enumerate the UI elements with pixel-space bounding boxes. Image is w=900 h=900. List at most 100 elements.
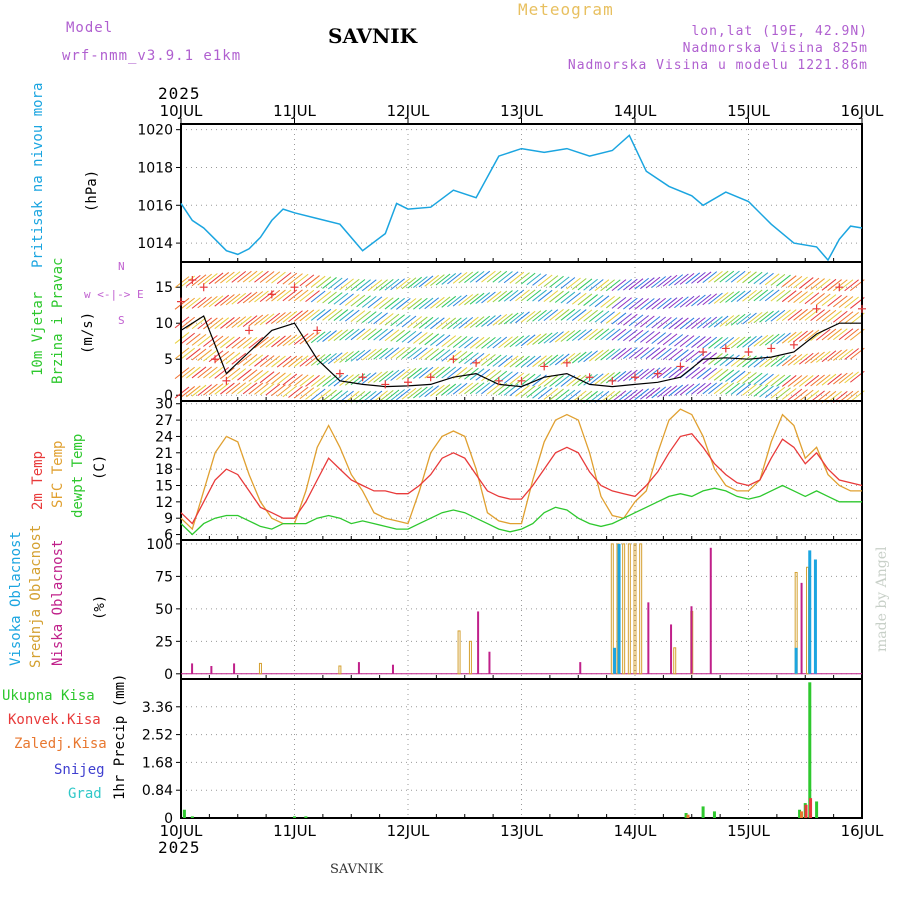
- wind-arrow: [725, 270, 740, 283]
- gust-marker: [426, 373, 435, 382]
- wind-arrow: [753, 373, 769, 386]
- wind-arrow: [713, 353, 729, 366]
- wind-arrow: [691, 317, 706, 330]
- wind-arrow: [322, 375, 337, 387]
- wind-arrow: [486, 354, 502, 367]
- wind-arrow: [725, 382, 740, 395]
- wind-arrow: [781, 388, 797, 400]
- wind-arrow: [554, 276, 570, 289]
- wind-arrow: [611, 390, 627, 403]
- wind-arrow: [668, 334, 684, 346]
- high-cloud-bar: [813, 559, 817, 674]
- wind-arrow: [691, 367, 706, 379]
- wind-arrow: [322, 389, 337, 402]
- wind-arrow: [821, 328, 837, 341]
- y-tick-label: 15: [155, 478, 173, 494]
- wind-arrow: [390, 314, 405, 327]
- mid-cloud-bar: [457, 630, 461, 675]
- wind-arrow: [248, 291, 264, 303]
- wind-arrow: [526, 333, 542, 346]
- gust-marker: [789, 340, 798, 349]
- wind-arrow: [316, 276, 332, 289]
- station-title: SAVNIK: [328, 24, 418, 48]
- wind-arrow: [316, 353, 332, 366]
- wind-arrow: [430, 366, 445, 379]
- total-rain-bar: [182, 809, 186, 818]
- wind-arrow: [203, 349, 218, 362]
- y-tick-label: 0: [164, 667, 173, 683]
- wind-arrow: [356, 349, 371, 362]
- wind-arrow: [747, 271, 763, 284]
- wind-arrow: [832, 372, 848, 385]
- wind-arrow: [265, 355, 281, 368]
- wind-arrow: [515, 311, 530, 324]
- wind-arrow: [390, 347, 405, 359]
- low-cloud-bar: [391, 664, 394, 674]
- wind-arrow: [549, 309, 564, 321]
- wind-arrow: [776, 354, 791, 367]
- wind-arrow: [248, 382, 264, 395]
- wind-arrow: [526, 386, 542, 398]
- wind-arrow: [623, 369, 638, 382]
- wind-arrow: [532, 273, 547, 286]
- wind-arrow: [396, 368, 411, 381]
- wind-arrow: [265, 371, 281, 384]
- wind-arrow: [804, 329, 820, 342]
- wind-arrow: [730, 290, 746, 303]
- wind-arrow: [793, 308, 808, 321]
- wind-arrow: [793, 291, 808, 303]
- wind-arrow: [259, 271, 275, 283]
- conv-rain-bar: [809, 798, 813, 818]
- wind-arrow: [435, 366, 451, 379]
- wind-arrow: [373, 312, 388, 325]
- gust-marker: [199, 283, 208, 292]
- wind-arrow: [583, 373, 598, 386]
- wind-arrow: [378, 313, 394, 325]
- wind-arrow: [554, 308, 570, 321]
- wind-arrow: [452, 351, 468, 363]
- year-bottom: 2025: [158, 838, 201, 857]
- wind-arrow: [838, 296, 854, 308]
- wind-arrow: [543, 388, 559, 400]
- wind-arrow: [509, 355, 525, 368]
- model-name: wrf-nmm_v3.9.1 e1km: [62, 48, 242, 64]
- wind-arrow: [322, 330, 337, 342]
- wind-arrow: [333, 292, 349, 305]
- wind-arrow: [413, 297, 428, 310]
- wind-arrow: [447, 335, 462, 348]
- wind-arrow: [662, 333, 678, 346]
- total-rain-bar: [684, 813, 688, 818]
- x-tick-label: 16JUL: [841, 822, 884, 840]
- wind-arrow: [373, 390, 388, 403]
- wind-arrow: [254, 382, 269, 395]
- wind-arrow: [804, 374, 820, 387]
- wind-arrow: [276, 335, 292, 347]
- wind-arrow: [435, 349, 451, 362]
- wind-arrow: [532, 355, 547, 368]
- wind-arrow: [339, 278, 354, 291]
- wind-arrow: [464, 336, 479, 349]
- wind-arrow: [373, 328, 388, 341]
- wind-arrow: [759, 385, 774, 398]
- wind-arrow: [566, 292, 581, 305]
- wind-arrow: [617, 278, 632, 291]
- wind-arrow: [543, 309, 559, 322]
- gust-marker: [177, 297, 185, 306]
- total-rain-bar: [190, 816, 194, 818]
- wind-arrow: [333, 309, 349, 321]
- gust-marker: [676, 362, 685, 371]
- wind-arrow: [764, 374, 780, 386]
- wind-arrow: [696, 382, 712, 395]
- wind-arrow: [407, 367, 422, 380]
- wind-arrow: [203, 366, 218, 379]
- wind-arrow: [231, 352, 247, 365]
- wind-arrow: [356, 310, 371, 323]
- wind-arrow: [237, 270, 252, 283]
- wind-arrow: [832, 310, 848, 323]
- wind-arrow: [430, 384, 445, 397]
- wind-arrow: [515, 384, 530, 397]
- wind-arrow: [503, 355, 519, 368]
- wind-arrow: [310, 331, 326, 344]
- wind-arrow: [832, 295, 848, 308]
